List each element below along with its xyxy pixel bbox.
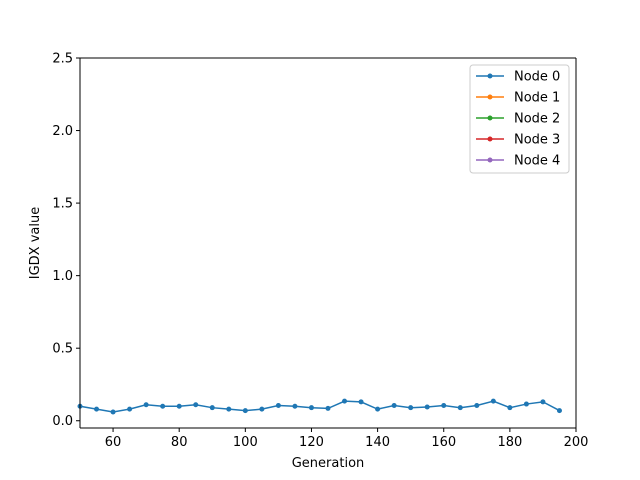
data-point <box>441 403 447 409</box>
x-tick-label: 180 <box>497 435 522 450</box>
x-tick-label: 200 <box>564 435 589 450</box>
legend: Node 0 Node 1 Node 2 Node 3 Node 4 <box>469 64 570 174</box>
legend-label: Node 2 <box>514 112 560 127</box>
legend-item: Node 1 <box>476 91 560 106</box>
legend-item: Node 3 <box>476 133 560 148</box>
data-point <box>275 403 281 409</box>
legend-label: Node 3 <box>514 133 560 148</box>
series-layer <box>77 398 562 415</box>
x-tick-label: 120 <box>299 435 324 450</box>
data-point <box>94 406 100 412</box>
data-point <box>391 403 397 409</box>
data-point <box>193 402 199 408</box>
legend-box <box>469 64 570 174</box>
data-point <box>474 403 480 409</box>
data-point <box>143 402 149 408</box>
data-point <box>127 406 133 412</box>
legend-label: Node 0 <box>514 70 560 85</box>
data-point <box>325 405 331 411</box>
x-tick-label: 140 <box>365 435 390 450</box>
legend-swatch-marker <box>487 115 493 121</box>
data-point <box>308 405 314 411</box>
data-point <box>540 399 546 405</box>
legend-item: Node 0 <box>476 70 560 85</box>
data-point <box>457 405 463 411</box>
y-tick-label: 2.0 <box>52 124 73 139</box>
data-point <box>375 406 381 412</box>
y-tick-label: 2.5 <box>52 52 73 67</box>
legend-item: Node 4 <box>476 154 560 169</box>
x-tick-label: 60 <box>105 435 122 450</box>
series-0 <box>77 398 562 415</box>
x-axis-ticks: 60 80 100 120 140 160 180 200 <box>105 428 589 450</box>
data-point <box>209 405 215 411</box>
legend-item: Node 2 <box>476 112 560 127</box>
legend-swatch-marker <box>487 136 493 142</box>
y-axis-ticks: 0.0 0.5 1.0 1.5 2.0 2.5 <box>52 52 80 429</box>
data-point <box>292 403 298 409</box>
data-point <box>523 401 529 407</box>
x-tick-label: 160 <box>431 435 456 450</box>
legend-label: Node 1 <box>514 91 560 106</box>
y-axis-label: IGDX value <box>28 207 43 279</box>
x-tick-label: 80 <box>171 435 188 450</box>
legend-swatch-marker <box>487 94 493 100</box>
legend-swatch-marker <box>487 73 493 79</box>
legend-swatch-marker <box>487 157 493 163</box>
data-point <box>160 403 166 409</box>
x-axis-label: Generation <box>292 456 365 471</box>
data-point <box>110 409 116 415</box>
data-point <box>358 399 364 405</box>
axes-frame <box>79 57 577 429</box>
y-tick-label: 0.5 <box>52 342 73 357</box>
y-tick-label: 1.5 <box>52 197 73 212</box>
legend-label: Node 4 <box>514 154 560 169</box>
data-point <box>556 408 562 414</box>
data-point <box>490 398 496 404</box>
data-point <box>176 403 182 409</box>
data-point <box>259 406 265 412</box>
y-tick-label: 0.0 <box>52 414 73 429</box>
data-point <box>424 404 430 410</box>
series-line <box>79 400 560 413</box>
x-tick-label: 100 <box>233 435 258 450</box>
data-point <box>507 405 513 411</box>
data-point <box>226 406 232 412</box>
data-point <box>408 405 414 411</box>
data-point <box>242 408 248 414</box>
data-point <box>342 398 348 404</box>
y-tick-label: 1.0 <box>52 269 73 284</box>
